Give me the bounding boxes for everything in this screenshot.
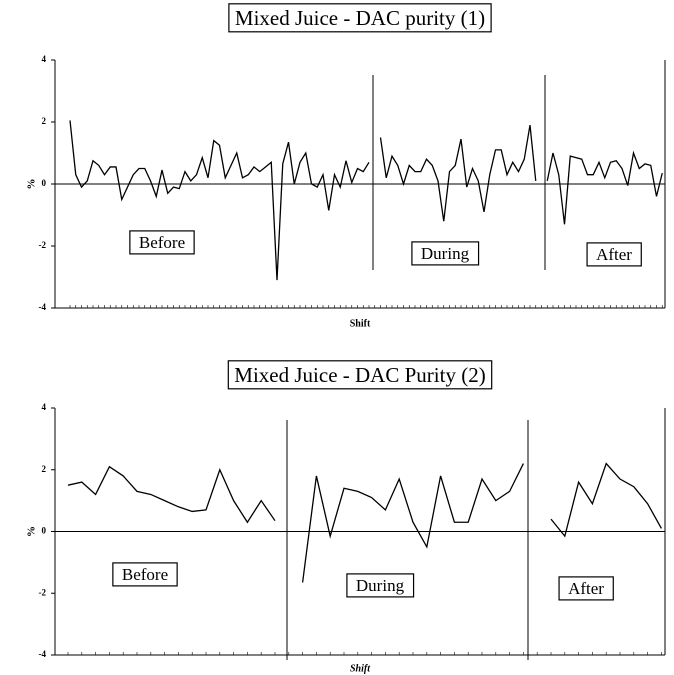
label-box xyxy=(228,3,492,33)
y-tick-label: -2 xyxy=(39,240,47,250)
phase-label: After xyxy=(568,579,604,598)
phase-label: After xyxy=(596,245,632,264)
chart-title: Mixed Juice - DAC Purity (2) xyxy=(234,363,485,387)
y-tick-label: -4 xyxy=(39,302,47,312)
phase-label: During xyxy=(356,576,405,595)
label-box xyxy=(346,573,415,598)
label-box xyxy=(558,576,614,601)
y-tick-label: 2 xyxy=(42,116,47,126)
label-box xyxy=(129,230,195,255)
phase-label: During xyxy=(421,244,470,263)
phase-label: Before xyxy=(139,233,185,252)
y-tick-label: 2 xyxy=(42,464,47,474)
y-tick-label: 0 xyxy=(42,526,47,536)
y-tick-label: 0 xyxy=(42,178,47,188)
x-axis-label: Shift xyxy=(350,318,371,329)
y-tick-label: -4 xyxy=(39,649,47,659)
y-axis-label: % xyxy=(26,179,38,190)
data-line xyxy=(67,462,662,583)
y-tick-label: -2 xyxy=(39,587,47,597)
label-box xyxy=(227,360,493,390)
y-tick-label: 4 xyxy=(42,54,47,64)
label-box xyxy=(411,241,480,266)
x-axis-label: Shift xyxy=(350,663,371,674)
chart-title: Mixed Juice - DAC purity (1) xyxy=(235,6,485,30)
label-box xyxy=(586,242,642,267)
data-line xyxy=(69,120,663,281)
y-axis-label: % xyxy=(26,526,38,537)
y-tick-label: 4 xyxy=(42,402,47,412)
label-box xyxy=(112,562,178,587)
phase-label: Before xyxy=(122,565,168,584)
